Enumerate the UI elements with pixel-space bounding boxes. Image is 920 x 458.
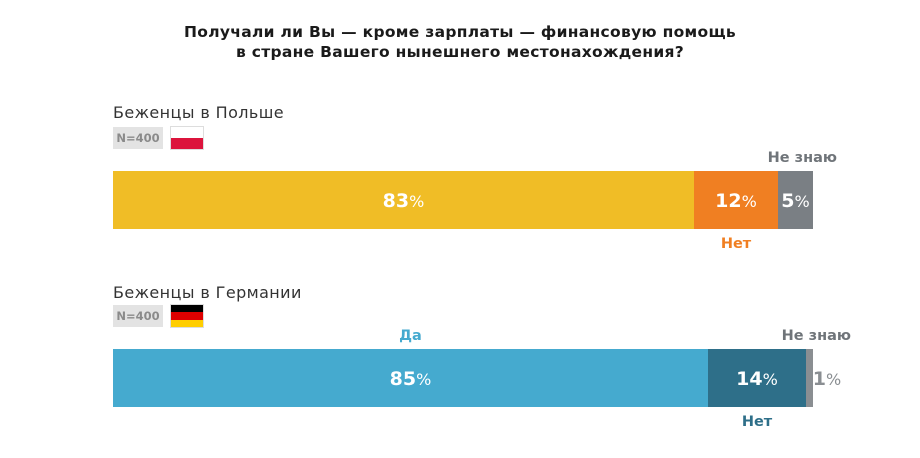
bar-segment [113, 171, 694, 229]
data-label: 14% [736, 368, 778, 390]
bar-segment [778, 171, 813, 229]
germany-flag-band [171, 319, 203, 327]
bar-segment [694, 171, 778, 229]
poland-flag-band [171, 138, 203, 149]
chart-title: Получали ли Вы — кроме зарплаты — финанс… [0, 22, 920, 62]
segment-category-label: Да [399, 328, 422, 344]
data-label: 5% [781, 190, 809, 212]
chart-title-line-1: Получали ли Вы — кроме зарплаты — финанс… [184, 23, 736, 41]
sample-size-badge-germany: N=400 [113, 305, 163, 327]
poland-flag-band [171, 127, 203, 138]
germany-flag-icon [170, 304, 204, 328]
germany-flag-band [171, 312, 203, 320]
poland-flag-icon [170, 126, 204, 150]
germany-flag-band [171, 305, 203, 313]
group-label-poland: Беженцы в Польше [113, 103, 285, 122]
bar-segment [113, 349, 708, 407]
segment-category-label: Не знаю [782, 328, 851, 344]
chart-title-line-2: в стране Вашего нынешнего местонахождени… [235, 43, 685, 61]
segment-category-label: Нет [742, 414, 773, 430]
bar-segment [708, 349, 806, 407]
data-label: 12% [715, 190, 757, 212]
sample-size-badge-poland: N=400 [113, 127, 163, 149]
group-label-germany: Беженцы в Германии [113, 283, 302, 302]
data-label: 83% [383, 190, 425, 212]
data-label: 1% [813, 368, 841, 390]
segment-category-label: Не знаю [768, 150, 837, 166]
bar-segment [806, 349, 813, 407]
data-label: 85% [390, 368, 432, 390]
segment-category-label: Нет [721, 236, 752, 252]
